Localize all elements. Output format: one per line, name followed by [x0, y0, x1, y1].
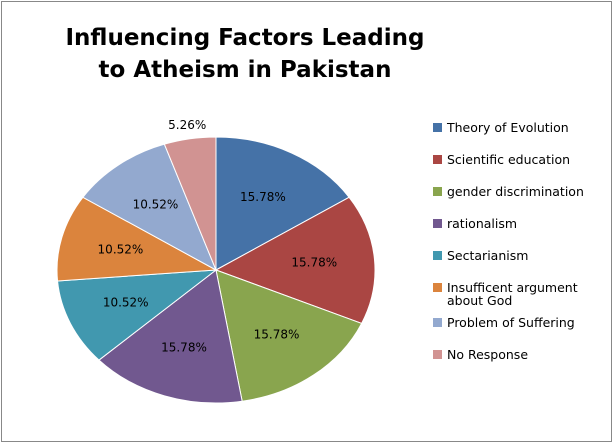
- pie-slice: [56, 196, 218, 282]
- legend-swatch: [433, 350, 442, 359]
- legend-label: gender discrimination: [447, 184, 584, 199]
- pie-slice: [214, 196, 376, 325]
- data-label: 10.52%: [133, 197, 179, 211]
- legend-swatch: [433, 318, 442, 327]
- pie-slice: [215, 136, 350, 271]
- pie-slice: [215, 269, 363, 402]
- pie-slice: [163, 136, 217, 271]
- legend-swatch: [433, 155, 442, 164]
- legend-label: Scientific education: [447, 152, 571, 167]
- legend-label: No Response: [447, 347, 529, 362]
- legend-item: Problem of Suffering: [433, 316, 609, 329]
- data-label: 10.52%: [103, 296, 149, 310]
- legend-label: rationalism: [447, 216, 518, 231]
- legend-item: Scientific education: [433, 153, 609, 166]
- legend-label: Theory of Evolution: [447, 120, 569, 135]
- pie-slice: [56, 269, 218, 361]
- data-label: 15.78%: [291, 256, 337, 270]
- legend-swatch: [433, 219, 442, 228]
- pie-slice: [98, 269, 243, 404]
- pie-slice: [82, 143, 217, 272]
- data-label: 15.78%: [254, 328, 300, 342]
- data-label: 5.26%: [168, 118, 206, 132]
- legend-item: Theory of Evolution: [433, 121, 609, 134]
- legend-item: rationalism: [433, 217, 609, 230]
- legend-label: Problem of Suffering: [447, 315, 575, 330]
- legend-item: gender discrimination: [433, 185, 609, 198]
- legend-item: Sectarianism: [433, 249, 609, 262]
- legend-item: No Response: [433, 348, 609, 361]
- legend-label: Sectarianism: [447, 248, 529, 263]
- data-label: 15.78%: [240, 190, 286, 204]
- legend-swatch: [433, 123, 442, 132]
- chart-title: Influencing Factors Leading to Atheism i…: [65, 25, 425, 83]
- data-label: 10.52%: [98, 242, 144, 256]
- legend-swatch: [433, 187, 442, 196]
- legend-swatch: [433, 251, 442, 260]
- legend-swatch: [433, 283, 442, 292]
- legend-item: Insufficent argument about God: [433, 281, 609, 307]
- legend-label: Insufficent argument about God: [447, 280, 578, 308]
- data-label: 15.78%: [161, 340, 207, 354]
